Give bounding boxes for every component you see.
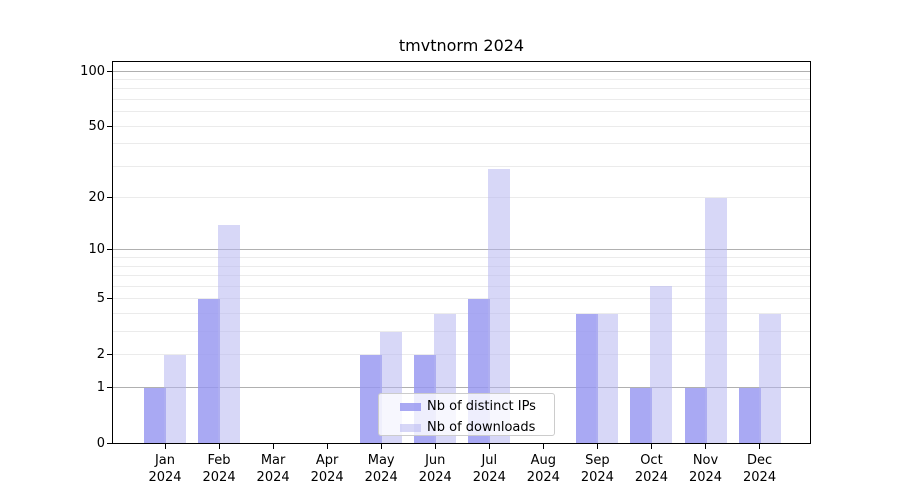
- x-tick-label: Jan 2024: [148, 452, 182, 485]
- legend: Nb of distinct IPs Nb of downloads: [378, 393, 555, 436]
- x-tick-label: Oct 2024: [634, 452, 668, 485]
- gridline-minor: [113, 125, 810, 127]
- bar-distinct-ips: [684, 387, 707, 444]
- bar-distinct-ips: [738, 387, 761, 444]
- gridline-minor: [113, 265, 810, 267]
- x-tick-label: Jun 2024: [418, 452, 452, 485]
- legend-swatch-distinct-ips: [400, 402, 421, 411]
- bar-distinct-ips: [360, 354, 383, 444]
- x-tick-label: Mar 2024: [256, 452, 290, 485]
- x-tick: [705, 443, 706, 449]
- y-tick-label: 100: [80, 63, 105, 79]
- bar-downloads: [650, 286, 673, 444]
- x-tick: [380, 443, 382, 449]
- bar-downloads: [704, 197, 727, 444]
- bar-downloads: [758, 313, 781, 444]
- y-tick: [107, 197, 112, 199]
- gridline-minor: [113, 165, 810, 167]
- y-tick-label: 0: [96, 436, 105, 451]
- x-tick: [596, 443, 598, 449]
- bar-downloads: [596, 313, 619, 444]
- bar-downloads: [488, 169, 511, 444]
- y-tick-label: 1: [96, 380, 105, 396]
- x-tick-label: Dec 2024: [743, 452, 777, 485]
- x-tick: [488, 443, 490, 449]
- legend-item-downloads: Nb of downloads: [400, 419, 554, 436]
- y-tick: [107, 443, 112, 444]
- legend-label-distinct-ips: Nb of distinct IPs: [427, 399, 536, 414]
- bar-distinct-ips: [144, 387, 166, 444]
- gridline-minor: [113, 257, 810, 259]
- gridline-minor: [113, 111, 810, 113]
- gridline-major: [113, 249, 810, 251]
- y-tick-label: 50: [88, 118, 105, 134]
- x-tick: [164, 443, 166, 449]
- gridline-minor: [113, 285, 810, 287]
- x-tick-label: Sep 2024: [580, 452, 614, 485]
- y-tick: [107, 354, 112, 356]
- y-tick-label: 10: [88, 242, 105, 258]
- gridline-major: [113, 70, 810, 72]
- x-tick-label: Apr 2024: [310, 452, 344, 485]
- gridline-minor: [113, 78, 810, 80]
- x-tick: [759, 443, 761, 449]
- x-tick: [326, 443, 328, 449]
- bar-distinct-ips: [576, 313, 599, 444]
- gridline-minor: [113, 275, 810, 277]
- gridline-minor: [113, 88, 810, 90]
- x-tick-label: Nov 2024: [688, 452, 723, 485]
- bar-downloads: [164, 354, 186, 444]
- y-tick-label: 2: [96, 347, 105, 363]
- x-tick: [434, 443, 436, 449]
- gridline-major: [113, 387, 810, 389]
- x-tick: [218, 443, 220, 449]
- x-tick: [650, 443, 652, 449]
- y-tick-label: 20: [88, 190, 105, 206]
- y-tick: [107, 298, 112, 300]
- x-tick: [542, 443, 544, 449]
- bar-distinct-ips: [198, 298, 221, 444]
- y-tick: [107, 387, 112, 389]
- y-tick: [107, 249, 112, 251]
- legend-swatch-downloads: [400, 423, 421, 432]
- x-tick-label: Aug 2024: [526, 452, 560, 485]
- x-tick-label: May 2024: [364, 452, 398, 485]
- y-tick-label: 5: [96, 291, 105, 307]
- bar-downloads: [218, 224, 241, 444]
- gridline-minor: [113, 143, 810, 145]
- gridline-minor: [113, 99, 810, 100]
- gridline-minor: [113, 197, 810, 199]
- x-tick: [272, 443, 274, 449]
- legend-item-distinct-ips: Nb of distinct IPs: [400, 398, 554, 415]
- gridline-minor: [113, 298, 810, 300]
- bar-distinct-ips: [630, 387, 653, 444]
- gridline-minor: [113, 354, 810, 356]
- gridline-minor: [113, 313, 810, 315]
- plot-area: [112, 61, 811, 444]
- x-tick-label: Jul 2024: [472, 452, 506, 485]
- chart-title: tmvtnorm 2024: [398, 36, 525, 55]
- gridline-minor: [113, 331, 810, 333]
- legend-label-downloads: Nb of downloads: [427, 420, 536, 435]
- x-tick-label: Feb 2024: [202, 452, 236, 485]
- y-tick: [107, 125, 112, 127]
- y-tick: [107, 70, 112, 72]
